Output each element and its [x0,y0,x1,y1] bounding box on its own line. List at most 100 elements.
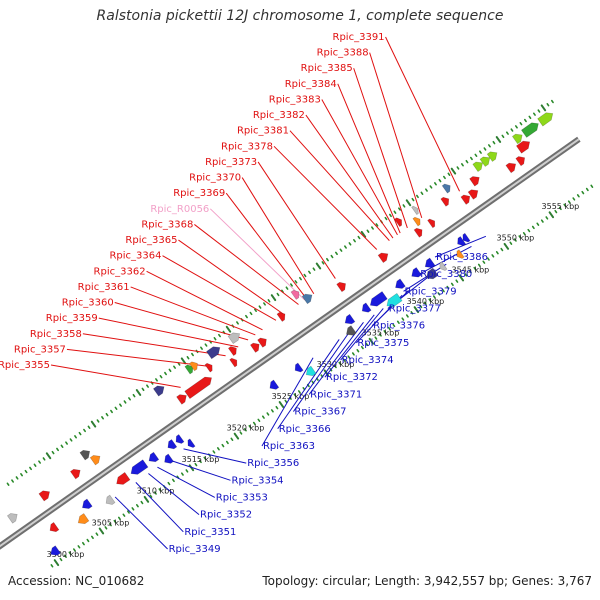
gene-3515 [175,434,185,444]
tick-upper [119,403,122,407]
gene-3534 [344,313,356,325]
leader-top-5 [305,114,394,239]
tick-upper [225,325,232,333]
tick-lower [127,510,130,514]
gene-3546 [457,236,467,246]
tick-upper [495,136,502,143]
tick-upper [515,125,518,129]
gene-3529 [276,312,286,322]
tick-lower [531,225,535,230]
gene-3516 [152,385,165,397]
tick-upper [105,412,109,417]
gene-label-bottom-13: Rpic_3354 [232,475,284,486]
tick-lower [338,361,342,366]
tick-lower [158,488,162,492]
gene-label-top-13: Rpic_3364 [109,251,161,262]
leader-bottom-14 [157,466,216,498]
gene-label-bottom-8: Rpic_3371 [310,389,362,400]
tick-upper [506,131,509,135]
tick-lower [185,469,189,473]
tick-upper [29,466,32,471]
tick-upper [405,199,412,207]
tick-lower [149,494,153,498]
leader-bottom-17 [114,496,168,550]
tick-upper [416,194,419,199]
tick-lower [356,349,360,353]
tick-lower [536,222,540,226]
leader-bottom-12 [183,448,247,464]
gene-3545 [411,205,419,216]
leader-bottom-16 [135,482,184,533]
tick-lower [486,257,490,261]
leader-top-16 [130,286,256,336]
tick-lower [518,235,522,239]
gene-label-bottom-9: Rpic_3367 [294,407,346,418]
tick-lower [387,326,391,331]
tick-upper [87,425,91,429]
tick-upper [83,428,86,433]
tick-upper [159,374,163,379]
leader-bottom-8 [308,322,364,395]
tick-upper [135,389,142,396]
gene-3517 [176,394,187,405]
tick-lower [333,364,337,369]
tick-lower [194,462,198,467]
gene-3544b [412,216,421,227]
tick-lower [509,241,513,245]
tick-upper [177,362,181,366]
leader-top-1 [337,83,401,234]
gene-labels: Rpic_3355 Rpic_3357 Rpic_3358 Rpic_3359 Rpic… [0,32,488,555]
tick-upper [321,261,325,265]
leader-top-12 [194,224,299,305]
tick-lower [167,481,171,486]
tick-upper [132,393,136,398]
tick-upper [74,435,77,439]
backbone-highlight [0,138,580,548]
tick-lower [527,228,531,233]
leader-bottom-1 [419,246,472,275]
tick-upper [353,238,356,243]
gene-3548 [441,183,451,194]
gene-3533 [346,325,357,336]
gene-label-top-2: Rpic_3383 [269,94,321,105]
tick-lower [198,459,202,464]
tick-upper [285,286,289,290]
tick-lower [233,432,240,440]
tick-upper [90,420,97,428]
gene-3553 [486,151,498,162]
tick-lower [428,298,432,302]
tick-upper [173,365,176,369]
tick-upper [213,337,217,341]
tick-lower [360,345,364,350]
gene-3508b [116,471,131,485]
leader-top-6 [289,130,390,241]
gene-label-bottom-4: Rpic_3376 [373,321,425,332]
tick-lower [500,247,504,252]
tick-lower [59,557,63,562]
leader-top-4 [353,68,408,229]
gene-3505 [69,468,81,480]
tick-lower [95,532,99,536]
tick-lower [401,317,405,321]
tick-lower [396,320,400,324]
gene-label-top-3: Rpic_3388 [317,48,369,59]
gene-label-bottom-0: Rpic_3386 [436,252,488,263]
tick-upper [45,452,52,460]
gene-label-top-6: Rpic_3381 [237,126,289,137]
tick-upper [78,431,82,436]
tick-lower [243,428,247,432]
tick-upper [33,463,37,467]
gene-3508 [89,455,101,466]
tick-lower [225,440,229,445]
leader-bottom-7 [324,314,375,378]
tick-upper [245,314,248,319]
leader-top-20 [66,348,211,367]
gene-label-top-7: Rpic_3378 [221,141,273,152]
gene-3504 [82,498,93,509]
tick-lower [441,288,445,293]
tick-upper [168,368,172,373]
gene-3500a [50,545,61,556]
tick-lower [410,311,414,315]
tick-lower [491,254,495,258]
